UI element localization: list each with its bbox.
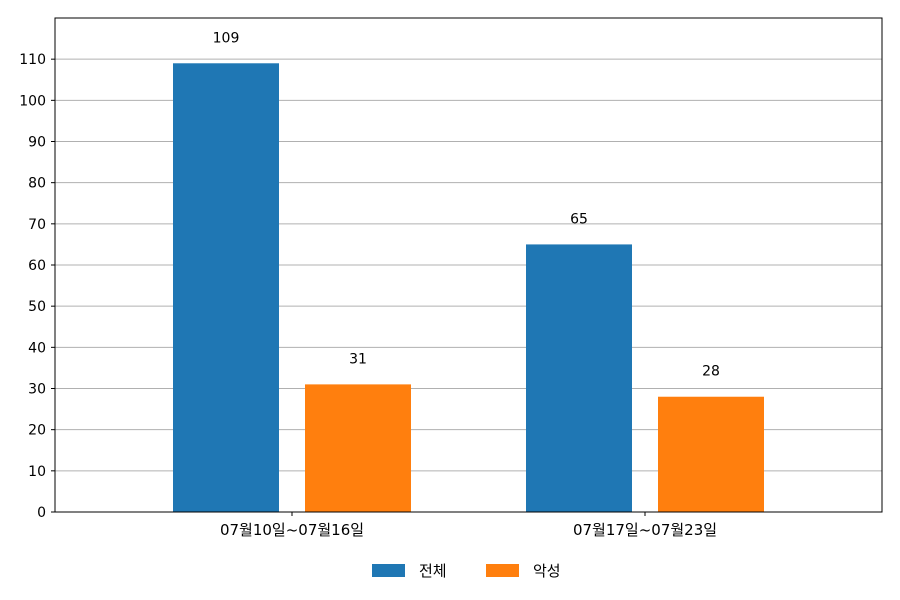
data-label: 65: [570, 211, 588, 227]
legend-label: 전체: [419, 562, 447, 580]
y-tick-label: 90: [28, 135, 46, 151]
legend-swatch: [372, 564, 405, 577]
bars: [173, 63, 764, 513]
data-labels: 109 31 65 28: [213, 30, 720, 379]
bar-1-0: [305, 384, 411, 512]
data-label: 31: [349, 351, 367, 367]
y-tick-label: 70: [28, 217, 46, 233]
legend: 전체 악성: [372, 562, 561, 580]
data-label: 28: [702, 364, 720, 380]
bar-1-1: [658, 396, 764, 512]
y-tick-label: 20: [28, 423, 46, 439]
y-tick-label: 60: [28, 258, 46, 274]
y-tick-label: 30: [28, 382, 46, 398]
y-tick-label: 50: [28, 299, 46, 315]
y-axis: 0 10 20 30 40 50 60 70 80 90 100 110: [19, 52, 55, 521]
y-tick-label: 110: [19, 52, 46, 68]
legend-label: 악성: [533, 562, 561, 580]
data-label: 109: [213, 30, 240, 46]
y-tick-label: 40: [28, 340, 46, 356]
x-axis: 07월10일~07월16일 07월17일~07월23일: [220, 512, 717, 539]
x-tick-label: 07월17일~07월23일: [573, 521, 717, 539]
y-tick-label: 100: [19, 93, 46, 109]
legend-swatch: [486, 564, 519, 577]
bar-0-0: [173, 63, 279, 513]
y-tick-label: 80: [28, 176, 46, 192]
x-tick-label: 07월10일~07월16일: [220, 521, 364, 539]
y-tick-label: 0: [37, 505, 46, 521]
bar-0-1: [526, 244, 632, 512]
y-tick-label: 10: [28, 464, 46, 480]
